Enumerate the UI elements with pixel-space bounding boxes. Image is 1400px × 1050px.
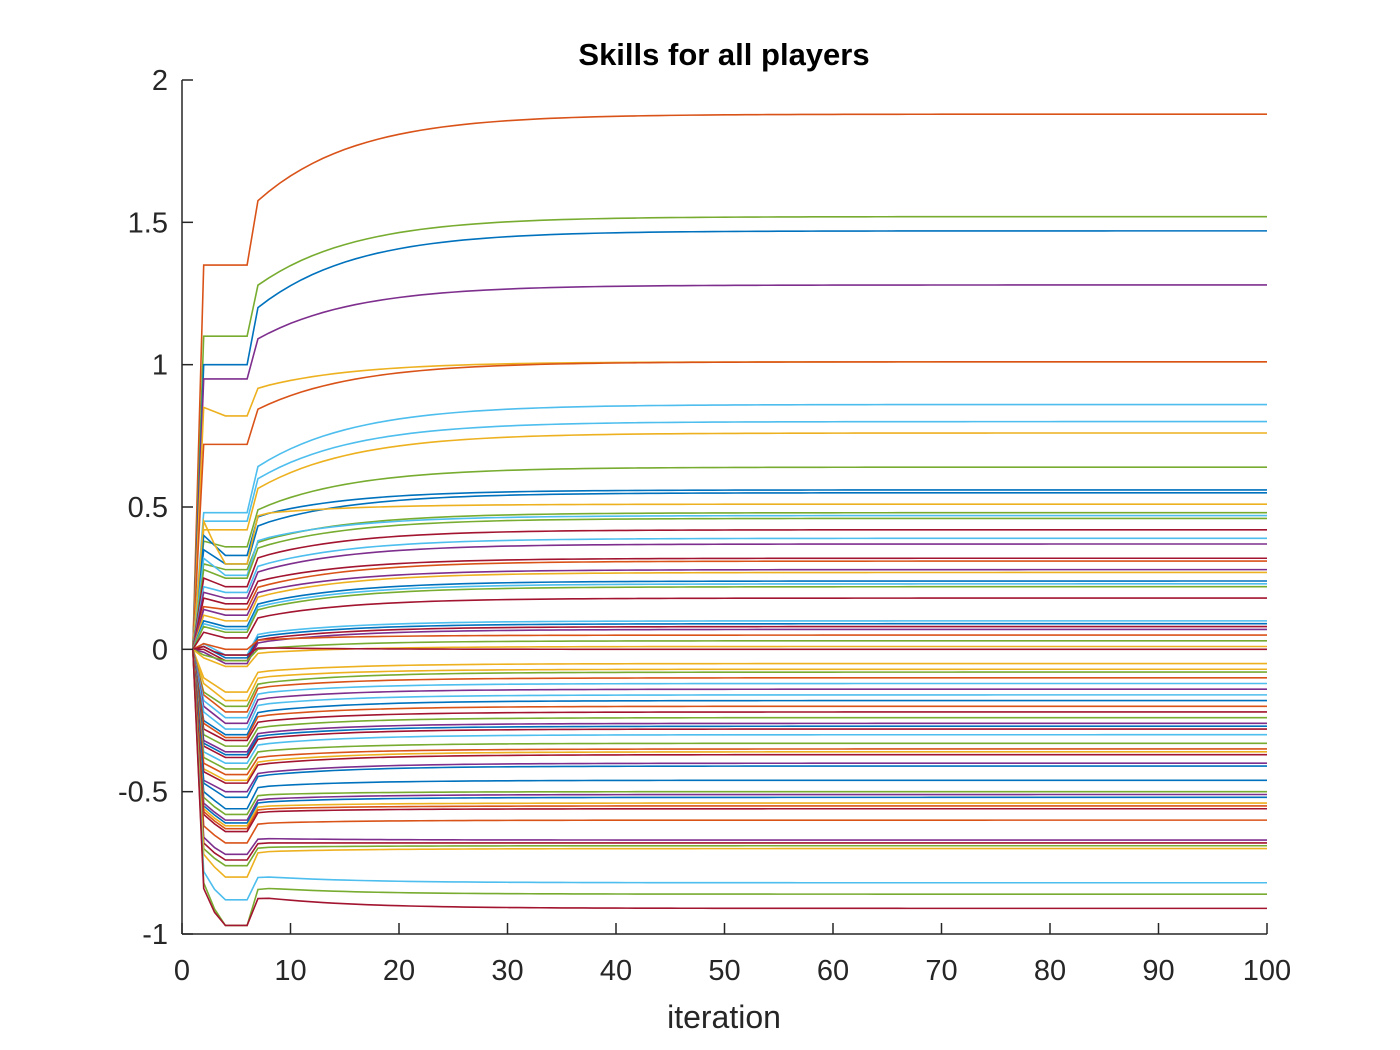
series-line [192, 649, 1267, 770]
series-line [192, 597, 1267, 650]
series-line [192, 649, 1267, 816]
series-line [192, 649, 1267, 830]
series-line [192, 649, 1267, 927]
series-line [192, 432, 1267, 650]
y-tick-label: -0.5 [118, 777, 168, 809]
series-line [192, 649, 1267, 776]
series-line [192, 528, 1267, 650]
series-line [192, 649, 1267, 739]
series-line [192, 649, 1267, 753]
x-tick-label: 40 [600, 955, 632, 987]
series-line [192, 649, 1267, 856]
series-line [192, 466, 1267, 650]
x-tick-label: 90 [1142, 955, 1174, 987]
y-tick-label: -1 [142, 919, 168, 951]
series-line [192, 649, 1267, 827]
series-line [192, 583, 1267, 650]
series-line [192, 649, 1267, 927]
series-line [192, 649, 1267, 844]
series-line [192, 649, 1267, 821]
series-line [192, 649, 1267, 730]
series-line [192, 361, 1267, 650]
series-line [192, 649, 1267, 764]
series-line [192, 514, 1267, 650]
x-tick-label: 80 [1034, 955, 1066, 987]
series-line [192, 649, 1267, 702]
x-tick-label: 70 [925, 955, 957, 987]
series-line [192, 649, 1267, 736]
y-tick-label: 1.5 [128, 207, 168, 239]
series-line [192, 649, 1267, 693]
series-line [192, 403, 1267, 650]
series-line [192, 215, 1267, 650]
chart-title: Skills for all players [578, 37, 869, 72]
series-line [192, 628, 1267, 665]
series-line [192, 649, 1267, 878]
series-line [192, 284, 1267, 650]
x-tick-label: 60 [817, 955, 849, 987]
series-line [192, 568, 1267, 650]
series-line [192, 511, 1267, 650]
series-line [192, 649, 1267, 756]
x-tick-label: 20 [383, 955, 415, 987]
series-line [192, 649, 1267, 708]
series-line [192, 649, 1267, 861]
series-line [192, 560, 1267, 650]
series-group [192, 113, 1267, 927]
series-line [192, 649, 1267, 742]
series-line [192, 517, 1267, 650]
series-line [192, 649, 1267, 747]
series-line [192, 645, 1267, 656]
x-ticks-group: 0 10 20 30 40 50 60 70 80 90 100 [174, 923, 1291, 987]
series-line [192, 489, 1267, 650]
series-line [192, 537, 1267, 650]
series-line [192, 580, 1267, 650]
series-line [192, 543, 1267, 650]
series-line [192, 571, 1267, 650]
series-line [192, 649, 1267, 725]
series-line [192, 230, 1267, 650]
series-line [192, 557, 1267, 650]
series-line [192, 503, 1267, 650]
series-line [192, 649, 1267, 782]
series-line [192, 620, 1267, 656]
series-line [192, 649, 1267, 799]
x-tick-label: 50 [708, 955, 740, 987]
series-line [192, 649, 1267, 713]
y-tick-label: 0 [152, 634, 168, 666]
series-line [192, 649, 1267, 784]
series-line [192, 622, 1267, 659]
series-line [192, 113, 1267, 650]
series-line [192, 649, 1267, 719]
x-tick-label: 0 [174, 955, 190, 987]
y-tick-label: 0.5 [128, 492, 168, 524]
series-line [192, 585, 1267, 650]
x-tick-label: 30 [491, 955, 523, 987]
series-line [192, 639, 1267, 662]
series-line [192, 649, 1267, 867]
series-line [192, 649, 1267, 901]
series-line [192, 649, 1267, 824]
x-tick-label: 100 [1243, 955, 1291, 987]
series-line [192, 634, 1267, 651]
series-line [192, 649, 1267, 793]
y-tick-label: 1 [152, 350, 168, 382]
series-line [192, 420, 1267, 650]
series-line [192, 625, 1267, 662]
y-ticks-group: -1 -0.5 0 0.5 1 1.5 2 [118, 65, 193, 951]
series-line [192, 491, 1267, 650]
series-line [192, 649, 1267, 833]
x-tick-label: 10 [274, 955, 306, 987]
series-line [192, 649, 1267, 759]
series-line [192, 649, 1267, 810]
x-axis-label: iteration [667, 999, 781, 1035]
y-tick-label: 2 [152, 65, 168, 97]
